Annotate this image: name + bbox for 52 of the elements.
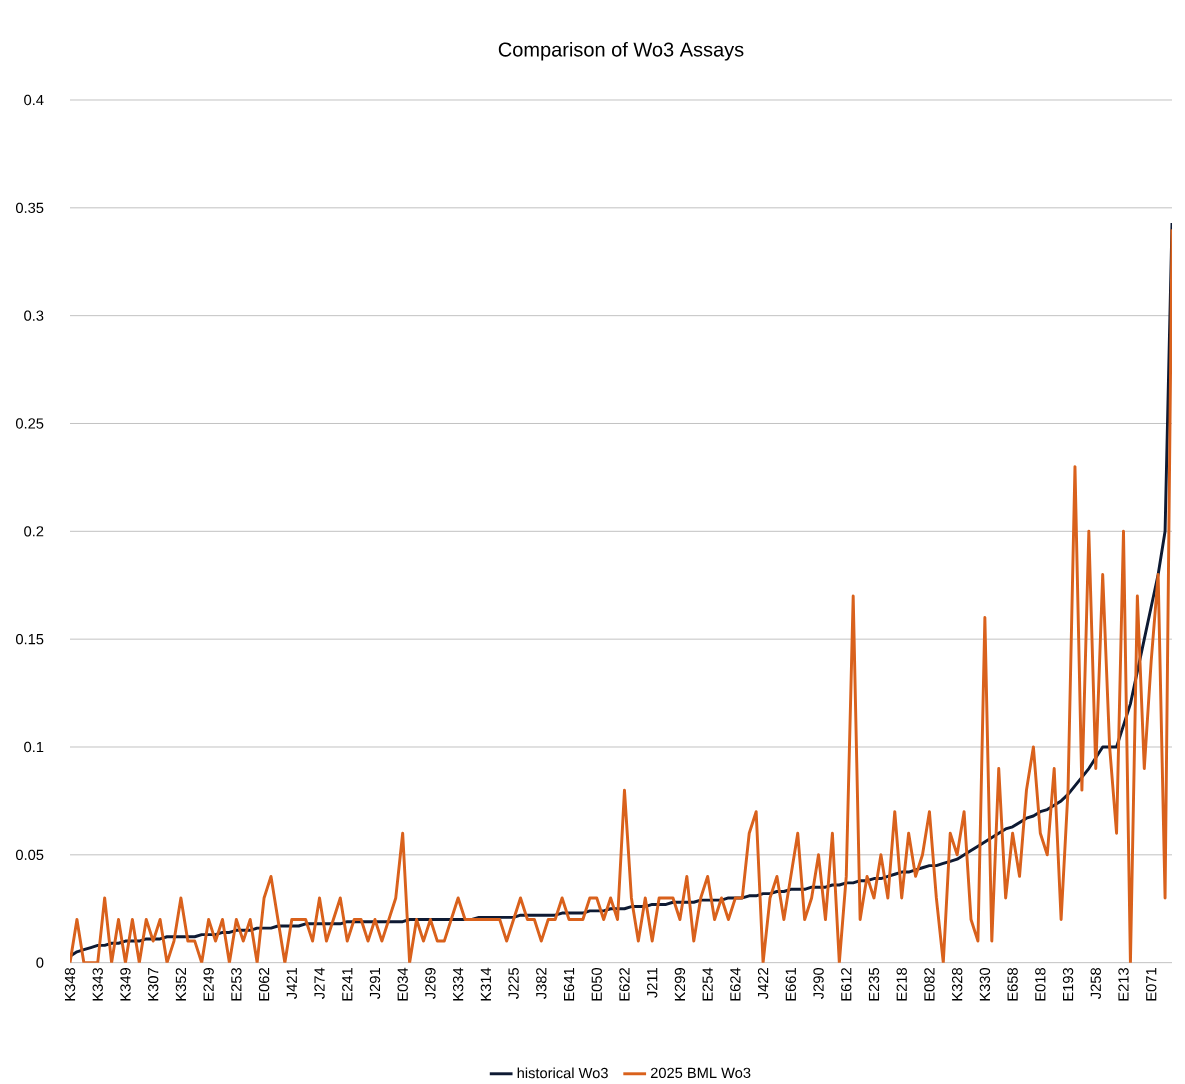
- x-tick-label: E253: [231, 968, 242, 1001]
- x-tick-label: E193: [1062, 968, 1074, 1001]
- x-tick-label: E249: [203, 968, 214, 1001]
- x-tick-label: K307: [148, 968, 159, 1001]
- x-tick-label: J211: [647, 968, 658, 998]
- x-tick-label: E071: [1146, 968, 1157, 1001]
- x-tick-label: E241: [342, 968, 353, 1001]
- x-tick-label: K334: [452, 967, 464, 1001]
- legend-label: 2025 BML Wo3: [650, 1067, 751, 1079]
- x-tick-label: K348: [64, 968, 76, 1001]
- x-tick-label: K349: [120, 968, 131, 1001]
- x-tick-label: E218: [896, 968, 907, 1001]
- y-tick-label: 0.1: [24, 741, 44, 753]
- x-tick-label: E254: [702, 967, 713, 1001]
- x-tick-label: J225: [508, 968, 519, 999]
- x-tick-label: E235: [868, 968, 880, 1001]
- y-tick-label: 0.2: [24, 526, 44, 537]
- x-tick-label: E213: [1118, 968, 1129, 1001]
- x-tick-label: J274: [314, 967, 325, 999]
- y-tick-label: 0.35: [15, 202, 44, 214]
- y-tick-label: 0.15: [15, 633, 44, 645]
- x-tick-label: E018: [1035, 968, 1046, 1001]
- x-tick-label: J290: [813, 967, 824, 999]
- x-tick-label: J269: [425, 968, 436, 999]
- legend-label: historical Wo3: [517, 1067, 608, 1079]
- y-tick-label: 0.25: [15, 418, 44, 429]
- x-tick-label: K330: [979, 967, 991, 1001]
- x-tick-label: E622: [619, 968, 630, 1001]
- x-tick-label: E658: [1007, 968, 1018, 1001]
- x-tick-label: K299: [674, 968, 686, 1001]
- x-tick-label: K328: [951, 968, 963, 1001]
- x-tick-label: E612: [841, 968, 852, 1001]
- x-tick-label: E641: [563, 968, 575, 1001]
- x-tick-label: J421: [286, 968, 297, 999]
- x-tick-label: E624: [730, 967, 741, 1001]
- x-tick-label: E082: [924, 968, 935, 1001]
- x-tick-label: E062: [258, 968, 270, 1001]
- x-tick-label: J291: [369, 968, 381, 999]
- y-tick-label: 0: [36, 957, 44, 968]
- x-tick-label: K352: [175, 968, 187, 1001]
- x-tick-label: J258: [1090, 968, 1101, 999]
- x-tick-label: E661: [785, 968, 797, 1001]
- x-tick-label: J382: [536, 968, 547, 999]
- x-tick-label: E050: [591, 967, 602, 1001]
- x-tick-label: E034: [397, 967, 408, 1001]
- y-tick-label: 0.05: [15, 849, 44, 861]
- x-tick-label: K343: [92, 968, 103, 1001]
- x-tick-label: K314: [480, 967, 492, 1001]
- x-tick-label: J422: [757, 968, 769, 999]
- y-tick-label: 0.3: [24, 310, 44, 321]
- chart-title: Comparison of Wo3 Assays: [498, 41, 744, 61]
- y-tick-label: 0.4: [24, 94, 44, 106]
